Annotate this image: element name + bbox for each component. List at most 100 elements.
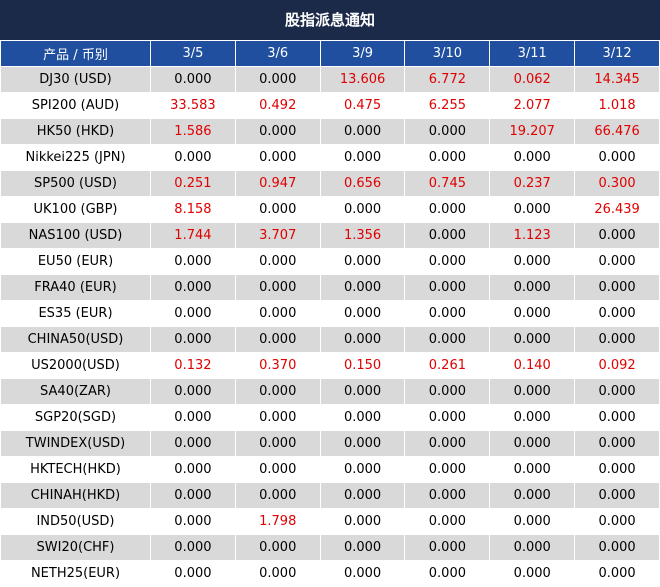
value-cell: 0.000 bbox=[234, 118, 321, 145]
value-cell: 0.000 bbox=[404, 560, 491, 587]
value-cell: 0.745 bbox=[404, 170, 491, 197]
value-cell: 0.000 bbox=[234, 300, 321, 327]
value-cell: 0.000 bbox=[234, 560, 321, 587]
product-cell: HKTECH(HKD) bbox=[0, 456, 151, 483]
value-cell: 0.000 bbox=[234, 404, 321, 431]
value-cell: 0.000 bbox=[404, 326, 491, 353]
table-row: IND50(USD) 0.000 1.798 0.000 0.000 0.000 0.000 bbox=[0, 508, 660, 535]
value-cell: 0.000 bbox=[404, 144, 491, 171]
product-cell: FRA40 (EUR) bbox=[0, 274, 151, 301]
value-cell: 0.000 bbox=[150, 66, 236, 93]
value-cell: 0.000 bbox=[489, 482, 576, 509]
value-cell: 66.476 bbox=[574, 118, 660, 145]
table-row: SPI200 (AUD) 33.583 0.492 0.475 6.255 2.077 1.… bbox=[0, 92, 660, 119]
value-cell: 0.000 bbox=[319, 404, 406, 431]
value-cell: 0.656 bbox=[319, 170, 406, 197]
value-cell: 8.158 bbox=[150, 196, 236, 223]
product-cell: SA40(ZAR) bbox=[0, 378, 151, 405]
value-cell: 0.000 bbox=[574, 560, 660, 587]
value-cell: 0.000 bbox=[489, 248, 576, 275]
header-cell: 产品 / 币别 bbox=[0, 40, 151, 67]
table-row: CHINA50(USD) 0.000 0.000 0.000 0.000 0.000 0.0… bbox=[0, 326, 660, 353]
product-cell: HK50 (HKD) bbox=[0, 118, 151, 145]
value-cell: 0.092 bbox=[574, 352, 660, 379]
value-cell: 0.000 bbox=[574, 404, 660, 431]
value-cell: 0.000 bbox=[319, 248, 406, 275]
value-cell: 13.606 bbox=[319, 66, 406, 93]
table-row: SA40(ZAR) 0.000 0.000 0.000 0.000 0.000 0.000 bbox=[0, 378, 660, 405]
value-cell: 0.000 bbox=[489, 144, 576, 171]
value-cell: 0.000 bbox=[319, 378, 406, 405]
value-cell: 0.000 bbox=[404, 196, 491, 223]
product-cell: SP500 (USD) bbox=[0, 170, 151, 197]
value-cell: 0.370 bbox=[234, 352, 321, 379]
value-cell: 0.000 bbox=[404, 482, 491, 509]
value-cell: 0.132 bbox=[150, 352, 236, 379]
value-cell: 0.300 bbox=[574, 170, 660, 197]
value-cell: 0.000 bbox=[489, 560, 576, 587]
table-row: TWINDEX(USD) 0.000 0.000 0.000 0.000 0.000 0.0… bbox=[0, 430, 660, 457]
value-cell: 0.000 bbox=[150, 404, 236, 431]
header-cell: 3/12 bbox=[574, 40, 660, 67]
value-cell: 0.000 bbox=[319, 326, 406, 353]
value-cell: 0.475 bbox=[319, 92, 406, 119]
value-cell: 0.251 bbox=[150, 170, 236, 197]
value-cell: 0.261 bbox=[404, 352, 491, 379]
value-cell: 0.000 bbox=[319, 482, 406, 509]
value-cell: 0.000 bbox=[150, 456, 236, 483]
value-cell: 0.000 bbox=[234, 456, 321, 483]
value-cell: 0.000 bbox=[574, 300, 660, 327]
value-cell: 0.000 bbox=[489, 456, 576, 483]
value-cell: 0.000 bbox=[234, 430, 321, 457]
value-cell: 1.123 bbox=[489, 222, 576, 249]
table-row: HKTECH(HKD) 0.000 0.000 0.000 0.000 0.000 0.00… bbox=[0, 456, 660, 483]
value-cell: 0.000 bbox=[150, 300, 236, 327]
value-cell: 0.000 bbox=[404, 118, 491, 145]
value-cell: 0.000 bbox=[319, 560, 406, 587]
value-cell: 0.000 bbox=[574, 274, 660, 301]
value-cell: 0.000 bbox=[319, 534, 406, 561]
value-cell: 0.000 bbox=[404, 378, 491, 405]
product-cell: NETH25(EUR) bbox=[0, 560, 151, 587]
table-row: SP500 (USD) 0.251 0.947 0.656 0.745 0.237 0.30… bbox=[0, 170, 660, 197]
value-cell: 0.000 bbox=[489, 508, 576, 535]
value-cell: 0.062 bbox=[489, 66, 576, 93]
value-cell: 0.000 bbox=[319, 456, 406, 483]
value-cell: 33.583 bbox=[150, 92, 236, 119]
value-cell: 1.018 bbox=[574, 92, 660, 119]
product-cell: NAS100 (USD) bbox=[0, 222, 151, 249]
value-cell: 0.000 bbox=[234, 482, 321, 509]
value-cell: 19.207 bbox=[489, 118, 576, 145]
product-cell: SWI20(CHF) bbox=[0, 534, 151, 561]
value-cell: 0.000 bbox=[489, 404, 576, 431]
table-row: DJ30 (USD) 0.000 0.000 13.606 6.772 0.062 14.3… bbox=[0, 66, 660, 93]
product-cell: CHINA50(USD) bbox=[0, 326, 151, 353]
value-cell: 0.000 bbox=[150, 560, 236, 587]
value-cell: 0.000 bbox=[574, 508, 660, 535]
value-cell: 0.000 bbox=[404, 534, 491, 561]
value-cell: 1.798 bbox=[234, 508, 321, 535]
value-cell: 0.000 bbox=[574, 248, 660, 275]
value-cell: 0.000 bbox=[489, 274, 576, 301]
table-row: US2000(USD) 0.132 0.370 0.150 0.261 0.140 0.09… bbox=[0, 352, 660, 379]
value-cell: 0.000 bbox=[150, 274, 236, 301]
value-cell: 1.744 bbox=[150, 222, 236, 249]
value-cell: 0.000 bbox=[404, 300, 491, 327]
product-cell: SGP20(SGD) bbox=[0, 404, 151, 431]
product-cell: TWINDEX(USD) bbox=[0, 430, 151, 457]
value-cell: 0.000 bbox=[234, 378, 321, 405]
value-cell: 0.000 bbox=[150, 430, 236, 457]
value-cell: 0.000 bbox=[489, 196, 576, 223]
value-cell: 0.000 bbox=[234, 326, 321, 353]
product-cell: US2000(USD) bbox=[0, 352, 151, 379]
value-cell: 0.000 bbox=[150, 378, 236, 405]
value-cell: 0.000 bbox=[234, 534, 321, 561]
value-cell: 1.586 bbox=[150, 118, 236, 145]
header-row: 产品 / 币别 3/5 3/6 3/9 3/10 3/11 3/12 bbox=[0, 40, 660, 67]
value-cell: 0.000 bbox=[489, 378, 576, 405]
table-row: FRA40 (EUR) 0.000 0.000 0.000 0.000 0.000 0.00… bbox=[0, 274, 660, 301]
table-row: UK100 (GBP) 8.158 0.000 0.000 0.000 0.000 26.4… bbox=[0, 196, 660, 223]
value-cell: 0.000 bbox=[234, 196, 321, 223]
product-cell: Nikkei225 (JPN) bbox=[0, 144, 151, 171]
value-cell: 0.000 bbox=[319, 144, 406, 171]
